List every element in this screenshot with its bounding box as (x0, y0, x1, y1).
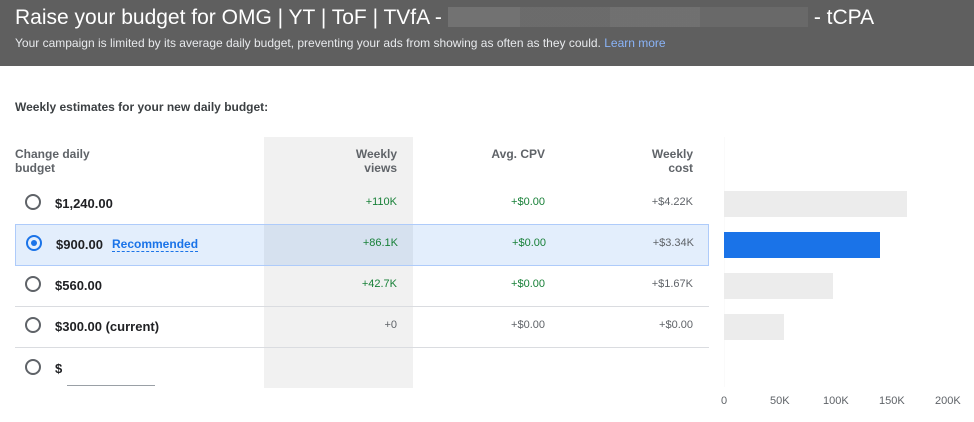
weekly-cost-value: +$3.34K (652, 237, 694, 249)
budget-amount: $300.00 (current) (55, 319, 160, 334)
currency-symbol: $ (55, 361, 63, 376)
redacted-name-block (447, 7, 808, 27)
weekly-cost-value: +$1.67K (651, 278, 693, 290)
weekly-views-value: +86.1K (362, 237, 398, 249)
weekly-views-value: +0 (384, 319, 397, 331)
title-suffix: - tCPA (813, 6, 875, 29)
col-header-cost: Weekly cost (593, 147, 693, 175)
avg-cpv-value: +$0.00 (511, 196, 545, 208)
col-header-views: Weekly views (297, 147, 397, 175)
chart-bar-2 (724, 232, 880, 258)
estimates-label: Weekly estimates for your new daily budg… (15, 100, 269, 114)
custom-budget-input[interactable] (67, 359, 155, 386)
budget-option-row[interactable]: $560.00 +42.7K +$0.00 +$1.67K (15, 266, 709, 307)
budget-radio[interactable] (25, 317, 41, 333)
budget-option-row[interactable]: $300.00 (current) +0 +$0.00 +$0.00 (15, 307, 709, 348)
col-header-views-line2: views (364, 161, 397, 175)
col-header-budget-line2: budget (15, 161, 55, 175)
custom-budget-radio[interactable] (25, 359, 41, 375)
col-header-cost-line2: cost (668, 161, 693, 175)
chart-bar-1 (724, 191, 907, 217)
avg-cpv-value: +$0.00 (511, 319, 545, 331)
views-column-shade (264, 137, 413, 388)
chart-bar-4 (724, 314, 784, 340)
chart-axis-line (724, 137, 725, 387)
weekly-views-value: +42.7K (361, 278, 397, 290)
col-header-budget: Change daily budget (15, 147, 90, 175)
col-header-views-line1: Weekly (355, 147, 397, 161)
budget-radio-selected[interactable] (26, 235, 42, 251)
x-tick-label: 50K (770, 395, 790, 407)
budget-amount: $1,240.00 (55, 196, 113, 211)
budget-amount: $560.00 (55, 278, 102, 293)
dialog-header: Raise your budget for OMG | YT | ToF | T… (0, 0, 974, 66)
dialog-title: Raise your budget for OMG | YT | ToF | T… (15, 6, 874, 30)
x-tick-label: 150K (879, 395, 905, 407)
x-tick-label: 200K (935, 395, 961, 407)
budget-amount: $900.00 (56, 237, 103, 252)
dialog-subtitle: Your campaign is limited by its average … (15, 36, 666, 50)
x-tick-label: 0 (721, 395, 728, 407)
col-header-cpv: Avg. CPV (491, 147, 545, 161)
col-header-cost-line1: Weekly (651, 147, 693, 161)
x-tick-label: 100K (823, 395, 849, 407)
subtitle-text: Your campaign is limited by its average … (15, 36, 601, 50)
col-header-budget-line1: Change daily (15, 147, 90, 161)
learn-more-link[interactable]: Learn more (604, 36, 666, 50)
weekly-views-value: +110K (365, 196, 397, 208)
chart-bar-3 (724, 273, 833, 299)
recommended-badge: Recommended (112, 237, 199, 252)
title-prefix: Raise your budget for OMG | YT | ToF | T… (15, 6, 442, 29)
budget-radio[interactable] (25, 194, 41, 210)
weekly-cost-value: +$0.00 (659, 319, 693, 331)
weekly-cost-value: +$4.22K (651, 196, 693, 208)
budget-option-row[interactable]: $900.00 Recommended +86.1K +$0.00 +$3.34… (15, 224, 709, 266)
avg-cpv-value: +$0.00 (511, 278, 545, 290)
budget-option-row[interactable]: $1,240.00 +110K +$0.00 +$4.22K (15, 184, 709, 225)
budget-radio[interactable] (25, 276, 41, 292)
custom-budget-row[interactable]: $ (15, 349, 709, 389)
avg-cpv-value: +$0.00 (512, 237, 546, 249)
